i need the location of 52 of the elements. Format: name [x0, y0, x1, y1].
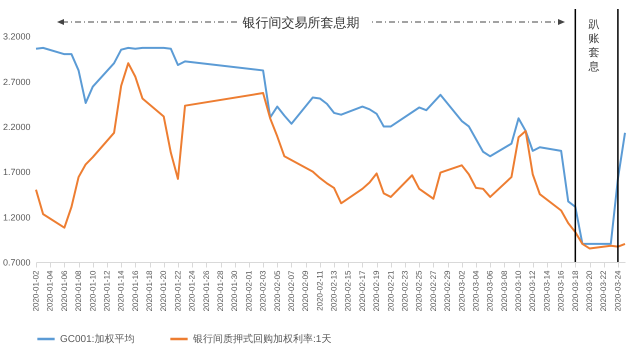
- x-tick-label: 2020-01-14: [116, 270, 126, 312]
- x-tick-label: 2020-02-11: [315, 270, 324, 311]
- x-tick-label: 2020-03-06: [486, 270, 495, 312]
- x-tick-label: 2020-01-18: [145, 270, 154, 312]
- x-tick-label: 2020-03-10: [514, 270, 524, 312]
- x-tick-label: 2020-02-25: [414, 270, 424, 312]
- x-tick-label: 2020-01-04: [46, 270, 55, 312]
- x-tick-label: 2020-01-30: [230, 270, 240, 312]
- x-tick-label: 2020-01-12: [102, 270, 112, 312]
- x-tick-label: 2020-02-01: [244, 270, 254, 312]
- y-tick-label: 2.2000: [2, 122, 30, 132]
- x-tick-label: 2020-03-02: [457, 270, 466, 312]
- y-tick-label: 3.2000: [2, 32, 30, 42]
- x-tick-label: 2020-03-14: [542, 270, 552, 312]
- x-tick-label: 2020-01-08: [74, 270, 84, 312]
- x-tick-label: 2020-03-22: [599, 270, 608, 312]
- x-tick-label: 2020-03-24: [613, 270, 622, 312]
- x-tick-label: 2020-03-08: [500, 270, 509, 312]
- x-tick-label: 2020-02-15: [344, 270, 353, 312]
- x-tick-label: 2020-03-18: [570, 270, 580, 312]
- x-tick-label: 2020-03-20: [585, 270, 594, 312]
- x-tick-label: 2020-02-17: [358, 270, 367, 312]
- annotation: 银行间交易所套息期: [242, 15, 360, 31]
- y-tick-label: 1.2000: [2, 212, 30, 222]
- x-tick-label: 2020-01-22: [173, 270, 182, 312]
- x-tick-label: 2020-01-28: [216, 270, 226, 312]
- legend-label: GC001:加权平均: [60, 333, 134, 345]
- x-tick-label: 2020-01-24: [188, 270, 197, 312]
- x-tick-label: 2020-03-16: [556, 270, 566, 312]
- x-tick-label: 2020-01-26: [202, 270, 211, 312]
- y-tick-label: 0.7000: [2, 258, 30, 268]
- x-tick-label: 2020-02-19: [372, 270, 382, 312]
- x-tick-label: 2020-03-04: [471, 270, 480, 312]
- x-tick-label: 2020-02-03: [258, 270, 268, 312]
- x-tick-label: 2020-02-23: [400, 270, 410, 312]
- annotation: 趴账套息: [588, 18, 600, 73]
- x-tick-label: 2020-01-20: [159, 270, 168, 312]
- x-tick-label: 2020-01-16: [130, 270, 140, 312]
- x-tick-label: 2020-01-02: [32, 270, 40, 312]
- x-tick-label: 2020-02-05: [272, 270, 282, 312]
- x-tick-label: 2020-02-09: [301, 270, 310, 312]
- x-tick-label: 2020-01-06: [60, 270, 69, 312]
- x-tick-label: 2020-02-13: [330, 270, 339, 312]
- x-tick-label: 2020-01-10: [88, 270, 98, 312]
- legend-label: 银行间质押式回购加权利率:1天: [192, 333, 332, 345]
- x-tick-label: 2020-02-07: [286, 270, 296, 312]
- x-tick-label: 2020-02-21: [386, 270, 396, 312]
- x-tick-label: 2020-02-29: [443, 270, 452, 312]
- y-tick-label: 2.7000: [2, 76, 30, 87]
- y-tick-label: 1.7000: [2, 167, 30, 178]
- x-tick-label: 2020-02-27: [428, 270, 438, 312]
- x-tick-label: 2020-03-12: [528, 270, 538, 312]
